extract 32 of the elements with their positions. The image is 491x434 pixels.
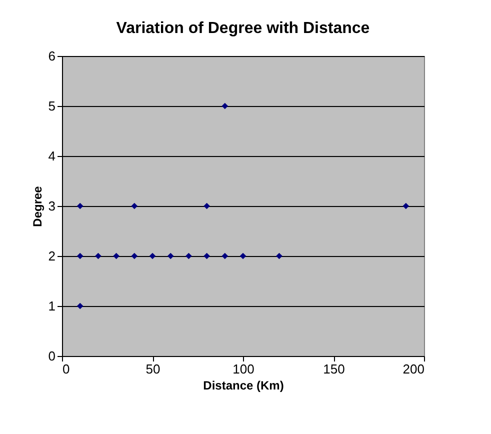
y-axis-title: Degree xyxy=(30,186,44,227)
point xyxy=(222,252,228,260)
point xyxy=(222,102,228,110)
point xyxy=(113,252,120,260)
y-tick-label: 3 xyxy=(48,198,56,214)
point xyxy=(95,252,102,260)
point xyxy=(276,252,282,260)
point xyxy=(131,252,138,260)
point xyxy=(76,252,84,260)
point xyxy=(167,252,174,260)
y-tick-label: 5 xyxy=(48,98,56,114)
x-tick-label: 150 xyxy=(323,362,345,376)
x-tick-label: 50 xyxy=(146,362,160,376)
x-tick-label: 0 xyxy=(62,362,70,376)
point xyxy=(76,302,84,310)
point xyxy=(76,202,84,210)
point xyxy=(204,202,210,210)
y-tick-label: 4 xyxy=(48,148,56,164)
point xyxy=(240,252,246,260)
y-tick-label: 6 xyxy=(48,48,56,64)
y-tick-label: 1 xyxy=(48,298,56,314)
point xyxy=(131,202,138,210)
point xyxy=(204,252,210,260)
x-axis-title: Distance (Km) xyxy=(203,378,284,392)
chart-title: Variation of Degree with Distance xyxy=(116,20,370,37)
x-tick-label: 200 xyxy=(402,362,424,376)
point xyxy=(186,252,192,260)
y-tick-label: 2 xyxy=(48,248,56,264)
point xyxy=(402,202,410,210)
y-tick-label: 0 xyxy=(48,348,56,364)
x-tick-label: 100 xyxy=(232,362,254,376)
point xyxy=(149,252,156,260)
